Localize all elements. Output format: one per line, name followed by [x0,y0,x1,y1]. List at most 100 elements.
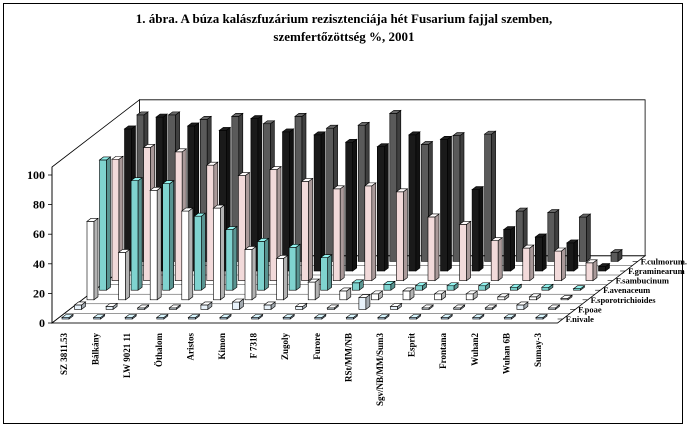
bar-f-poae-esprit [421,304,435,310]
bar-front [440,138,448,272]
bar-f-graminearum-esprit [471,186,485,272]
bar-front [459,224,467,281]
bar-front [225,229,234,291]
bar-f-sambucinum-esprit [458,220,472,282]
bar-top [155,314,169,318]
bar-top [325,124,339,129]
bar-f-avenaceum-aristos [224,225,238,291]
bar-f-graminearum-sumay-3 [597,262,611,272]
bar-f-nivale-esprit [408,313,422,320]
bar-top [250,314,264,318]
bar-top [357,294,371,298]
bar-f-poae-furore [326,304,340,310]
bar-front [434,293,442,301]
bar-f-graminearum-wuhan2 [534,233,548,272]
bar-front [345,141,354,272]
x-tick-label: F 7318 [249,333,259,359]
bar-top [560,294,573,299]
bar-top [155,113,169,118]
bar-top [452,132,465,136]
series-f-sporotrichioides [86,186,573,301]
bar-top [218,127,232,131]
bar-f-poae-lw-9021-11 [136,304,150,310]
y-axis: 0 20 40 60 80 100 [27,167,53,330]
chart-title: 1. ábra. A búza kalászfuzárium reziszten… [0,10,688,46]
bar-top [332,185,346,190]
bar-side [264,237,269,291]
bar-front [206,164,215,281]
bar-f-avenaceum-b-lk-ny [130,177,144,291]
bar-front [174,151,183,281]
bar-top [86,218,99,222]
bar-side [232,225,238,291]
bar-f-poae-wuhan2 [484,304,498,310]
bar-top [307,278,321,283]
bar-front [390,306,398,310]
bar-front [402,290,411,301]
bar-f-sporotrichioides-thalom [180,207,194,301]
chart-title-line2: szemfertőzöttség %, 2001 [273,29,415,44]
bar-top [123,125,137,130]
bar-top [496,293,510,298]
bar-top [458,221,472,225]
bar-front [232,301,240,310]
bar-top [186,122,200,127]
bar-side [403,188,408,282]
series-label: F.culmorum. [641,256,687,266]
bar-front [111,158,120,281]
bar-front [99,159,107,291]
bar-front [503,229,512,272]
bar-front [522,247,531,281]
bar-top [388,110,402,114]
y-tick-label: 100 [27,168,45,182]
bar-top [313,131,327,136]
bar-f-sporotrichioides-lw-9021-11 [149,186,163,301]
bar-front [484,133,492,262]
bar-f-nivale-rst-mm-nb [345,313,359,320]
series-label: F.sporotrichioides [591,295,657,305]
bar-top [421,304,435,309]
bar-f-avenaceum-zugoly [319,254,333,291]
bar-side [447,135,452,272]
series-label: F.graminearum [628,266,685,276]
bar-f-nivale-kimon [219,313,232,320]
bar-f-sporotrichioides-kimon [244,245,257,301]
bar-side [415,131,421,272]
bar-top [281,128,295,133]
bar-f-avenaceum-wuhan-6b [541,283,554,291]
bar-f-sambucinum-wuhan2 [521,244,535,282]
bar-top [313,314,327,318]
bar-f-graminearum-kimon [281,128,295,272]
bar-side [93,217,99,301]
bar-top [541,283,554,288]
bar-front [130,180,139,291]
bar-top [237,172,251,176]
bar-top [149,186,163,191]
bar-top [515,207,529,212]
bar-f-graminearum-wuhan-6b [566,239,579,272]
bar-f-avenaceum-kimon [256,237,270,291]
bar-f-sporotrichioides-rst-mm-nb [370,290,384,301]
bar-f-avenaceum-frontana [477,282,491,291]
bar-top [402,287,415,292]
bar-top [244,246,257,250]
bar-side [295,243,301,291]
bar-f-sambucinum-frontana [490,237,504,282]
bar-top [509,283,523,288]
bar-top [395,188,409,193]
bar-top [269,166,282,170]
bar-top [528,293,542,298]
bar-top [597,263,611,267]
bar-top [205,161,219,166]
bar-side [434,213,440,282]
bar-side [592,259,598,282]
bar-f-sporotrichioides-zugoly [307,278,321,301]
bar-f-avenaceum-rst-mm-nb [382,280,396,291]
y-tick-label: 40 [33,257,45,271]
bar-top [180,207,194,212]
bar-f-poae-sumay-3 [547,304,561,310]
bar-f-sporotrichioides-sz-3811-53 [86,217,99,301]
bar-side [383,143,389,272]
bar-f-sambucinum-sz-3811-53 [111,155,124,282]
bar-top [168,304,182,309]
